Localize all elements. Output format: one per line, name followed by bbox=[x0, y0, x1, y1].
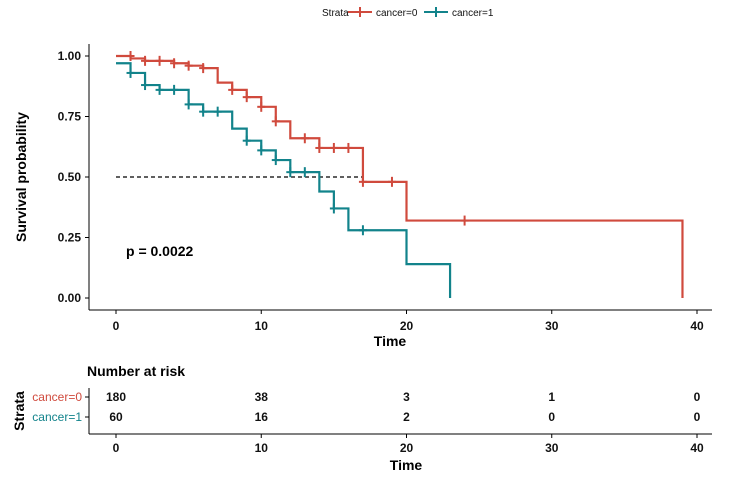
risk-count: 2 bbox=[403, 410, 410, 424]
survival-curve-cancer-1 bbox=[116, 62, 452, 298]
x-tick-label: 10 bbox=[255, 319, 269, 333]
risk-table-title: Number at risk bbox=[87, 363, 185, 379]
risk-x-ticks: 0 10 20 30 40 bbox=[113, 434, 704, 455]
risk-x-tick-label: 10 bbox=[255, 441, 269, 455]
legend-label: cancer=0 bbox=[376, 8, 418, 19]
risk-count: 60 bbox=[109, 410, 123, 424]
x-axis-title: Time bbox=[374, 333, 407, 349]
x-ticks: 0 10 20 30 40 bbox=[113, 310, 704, 333]
risk-rows: cancer=0 180 38 3 1 0 cancer=1 60 16 2 0 0 bbox=[32, 390, 700, 424]
x-tick-label: 30 bbox=[545, 319, 559, 333]
risk-count: 38 bbox=[255, 390, 269, 404]
x-tick-label: 40 bbox=[690, 319, 704, 333]
y-axis-title: Survival probability bbox=[13, 112, 29, 242]
y-tick-label: 0.25 bbox=[58, 231, 82, 245]
risk-x-tick-label: 20 bbox=[400, 441, 414, 455]
y-tick-label: 0.50 bbox=[58, 170, 82, 184]
survival-curves bbox=[116, 51, 684, 298]
legend-label: cancer=1 bbox=[452, 8, 494, 19]
risk-count: 0 bbox=[694, 390, 701, 404]
risk-table: Number at risk Strata cancer=0 180 38 3 1 0ca… bbox=[11, 363, 712, 473]
km-plot: 0.00 0.25 0.50 0.75 1.00 0 10 20 30 40 p = 0.002… bbox=[13, 44, 712, 349]
risk-count: 1 bbox=[548, 390, 555, 404]
y-tick-label: 1.00 bbox=[58, 49, 82, 63]
legend: Strata cancer=0 cancer=1 bbox=[322, 7, 494, 19]
x-tick-label: 0 bbox=[113, 319, 120, 333]
risk-count: 0 bbox=[694, 410, 701, 424]
legend-title: Strata bbox=[322, 8, 349, 19]
risk-x-tick-label: 40 bbox=[690, 441, 704, 455]
risk-count: 0 bbox=[548, 410, 555, 424]
risk-table-strata-title: Strata bbox=[11, 391, 27, 431]
risk-x-tick-label: 30 bbox=[545, 441, 559, 455]
risk-row-label: cancer=1 bbox=[32, 410, 82, 424]
risk-x-tick-label: 0 bbox=[113, 441, 120, 455]
y-ticks: 0.00 0.25 0.50 0.75 1.00 bbox=[58, 49, 89, 305]
p-value: p = 0.0022 bbox=[126, 243, 194, 259]
legend-item-cancer-1: cancer=1 bbox=[424, 7, 494, 19]
y-tick-label: 0.75 bbox=[58, 110, 82, 124]
risk-count: 180 bbox=[106, 390, 126, 404]
x-tick-label: 20 bbox=[400, 319, 414, 333]
risk-table-x-title: Time bbox=[390, 457, 423, 473]
risk-count: 3 bbox=[403, 390, 410, 404]
y-tick-label: 0.00 bbox=[58, 291, 82, 305]
risk-row-label: cancer=0 bbox=[32, 390, 82, 404]
risk-count: 16 bbox=[255, 410, 269, 424]
legend-item-cancer-0: cancer=0 bbox=[348, 7, 418, 19]
